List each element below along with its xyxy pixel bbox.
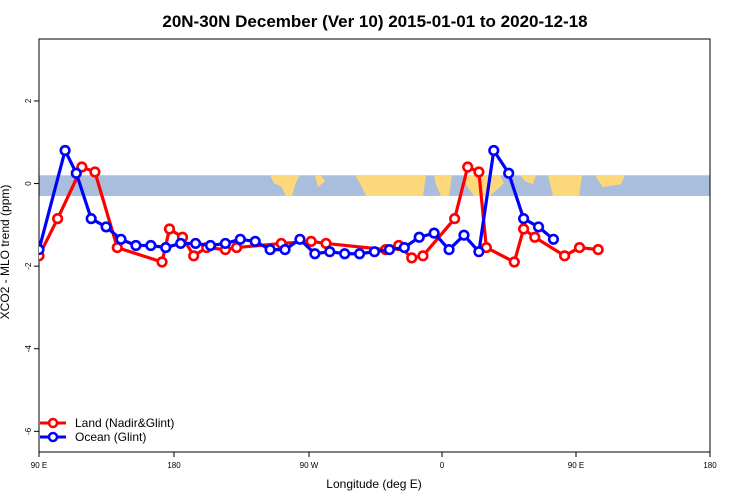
land-point	[305, 235, 317, 247]
ocean-point	[488, 144, 500, 157]
y-axis: 2 0 -2 -4 -6	[24, 98, 39, 435]
ocean-point	[473, 246, 485, 258]
land-point	[529, 231, 541, 243]
ocean-point	[324, 246, 336, 258]
ocean-point	[85, 213, 97, 225]
ocean-point	[234, 233, 246, 245]
land-point	[573, 241, 586, 254]
map-land-shape	[434, 175, 452, 196]
ocean-point	[279, 244, 291, 256]
ocean-point	[428, 227, 440, 239]
map-land-shape	[315, 175, 325, 188]
ocean-point	[100, 221, 112, 233]
ocean-point	[219, 237, 231, 250]
ocean-point	[160, 241, 172, 254]
land-point	[417, 250, 429, 262]
ocean-point	[204, 239, 217, 252]
legend: Land (Nadir&Glint) Ocean (Glint)	[40, 416, 174, 444]
ocean-point	[518, 213, 530, 225]
ocean-point	[547, 233, 560, 245]
ocean-point	[532, 221, 545, 233]
land-point	[406, 252, 418, 264]
legend-land-label: Land (Nadir&Glint)	[75, 416, 174, 430]
legend-ocean-marker	[47, 431, 59, 443]
y-tick-label: 2	[24, 98, 33, 103]
series-ocean	[39, 144, 560, 260]
ocean-point	[175, 237, 187, 250]
ocean-point	[353, 248, 366, 260]
map-land-shape	[520, 175, 536, 185]
ocean-point	[503, 167, 515, 179]
ocean-point	[59, 144, 71, 157]
ocean-point	[339, 248, 351, 260]
x-tick-label: 90 E	[31, 461, 47, 470]
land-point	[52, 213, 64, 225]
ocean-point	[443, 244, 455, 256]
land-point	[188, 250, 200, 262]
land-point	[462, 161, 474, 173]
ocean-point	[70, 167, 82, 179]
ocean-point	[309, 248, 321, 260]
ocean-point	[398, 241, 410, 254]
ocean-point	[130, 239, 142, 252]
map-land-shape	[270, 175, 300, 196]
ocean-point	[368, 246, 381, 258]
map-land-shape	[548, 175, 582, 196]
ocean-point	[249, 235, 261, 247]
land-point	[518, 223, 530, 235]
legend-land-marker	[47, 417, 59, 429]
x-tick-label: 0	[440, 461, 445, 470]
map-land-shape	[355, 175, 426, 196]
ocean-point	[458, 229, 470, 241]
land-point	[473, 166, 485, 178]
map-land-shape	[463, 175, 504, 196]
ocean-point	[189, 237, 202, 250]
x-axis: 90 E 180 90 W 0 90 E 180	[31, 452, 717, 470]
land-point	[156, 256, 168, 268]
ocean-point	[264, 244, 276, 256]
ocean-point	[383, 244, 396, 256]
land-point	[163, 223, 176, 235]
y-tick-label: 0	[24, 181, 33, 186]
map-land-shape	[595, 175, 625, 188]
land-point	[559, 250, 571, 262]
x-tick-label: 90 E	[568, 461, 584, 470]
ocean-point	[39, 244, 45, 256]
y-tick-label: -2	[24, 262, 33, 270]
ocean-point	[294, 233, 306, 245]
ocean-point	[115, 233, 127, 245]
land-point	[449, 213, 461, 225]
series-layer	[39, 144, 604, 268]
legend-ocean-label: Ocean (Glint)	[75, 430, 146, 444]
background-map-band	[39, 175, 710, 196]
x-tick-label: 90 W	[300, 461, 319, 470]
y-tick-label: -6	[24, 427, 33, 435]
land-point	[508, 256, 520, 268]
y-axis-label: XCO2 - MLO trend (ppm)	[0, 185, 12, 320]
x-tick-label: 180	[167, 461, 181, 470]
ocean-point	[413, 231, 425, 243]
ocean-point	[145, 239, 157, 252]
land-point	[592, 244, 604, 256]
y-tick-label: -4	[24, 345, 33, 353]
land-point	[89, 166, 101, 178]
x-tick-label: 180	[703, 461, 717, 470]
x-axis-label: Longitude (deg E)	[326, 477, 421, 491]
chart-title: 20N-30N December (Ver 10) 2015-01-01 to …	[162, 12, 587, 31]
